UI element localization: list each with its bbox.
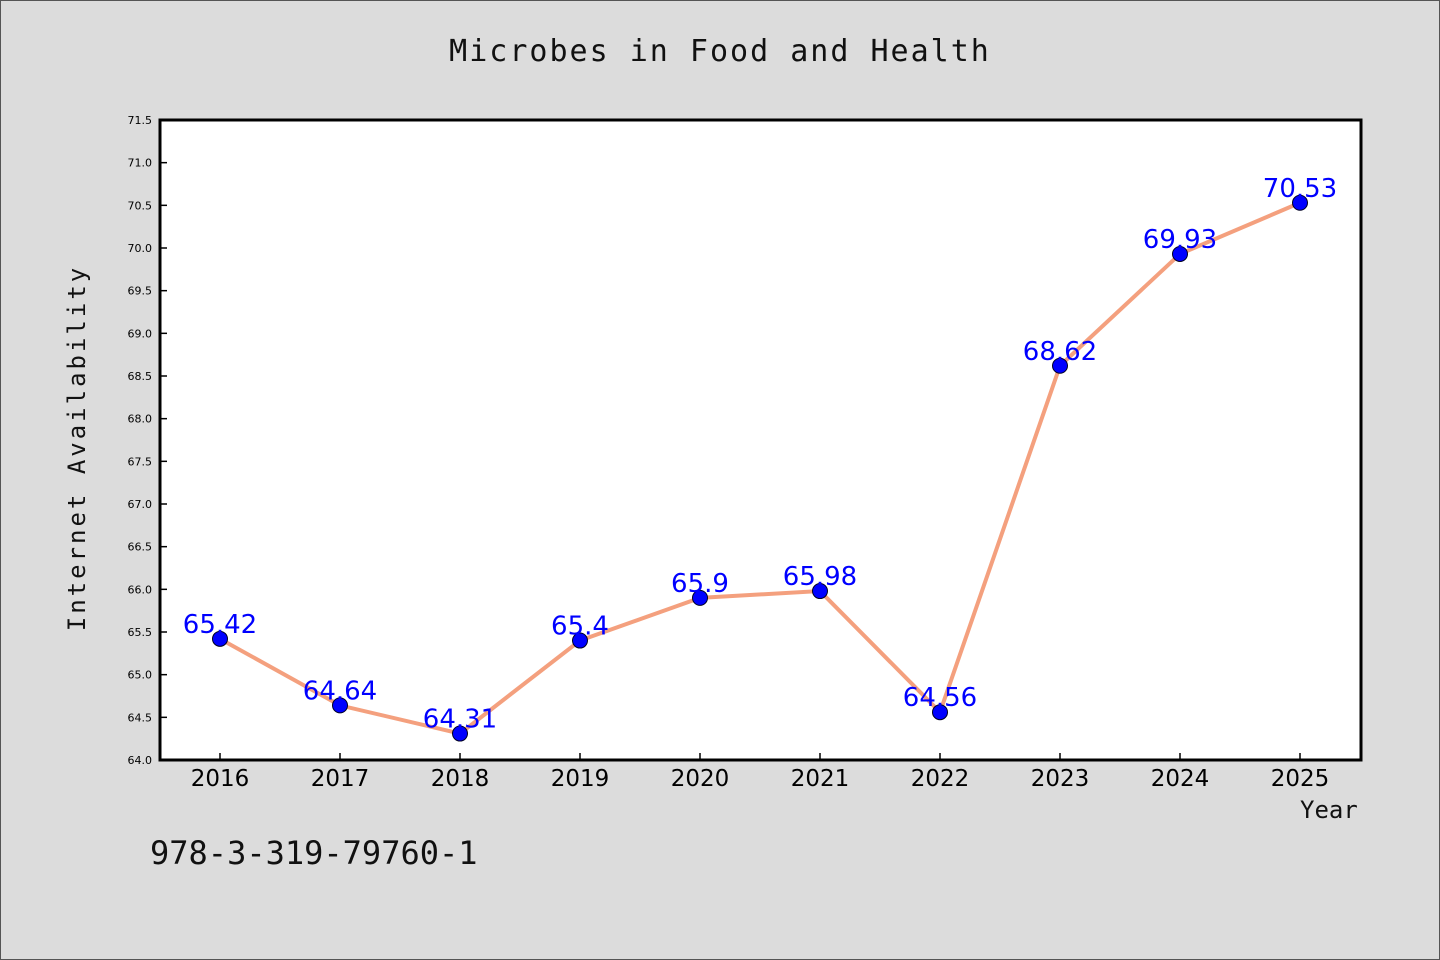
data-label: 68.62 [1023, 337, 1097, 367]
y-tick-label: 65.5 [128, 626, 153, 639]
isbn-text: 978-3-319-79760-1 [150, 834, 478, 872]
y-tick-label: 69.0 [128, 327, 153, 340]
x-tick-label: 2016 [191, 766, 250, 792]
x-tick-label: 2018 [431, 766, 490, 792]
data-label: 64.31 [423, 705, 497, 735]
y-tick-label: 71.5 [128, 114, 153, 127]
series-markers [212, 194, 1308, 742]
y-tick-label: 68.0 [128, 413, 153, 426]
x-tick-label: 2017 [311, 766, 370, 792]
plot-area [158, 118, 1363, 762]
data-point [212, 630, 228, 647]
data-point [1292, 194, 1308, 211]
data-point [692, 589, 708, 606]
y-tick-label: 68.5 [128, 370, 153, 383]
y-tick-label: 65.0 [128, 669, 153, 682]
x-tick-label: 2023 [1031, 766, 1090, 792]
chart-title: Microbes in Food and Health [449, 34, 991, 69]
data-label: 65.42 [183, 610, 257, 640]
y-tick-label: 66.0 [128, 583, 153, 596]
data-point [812, 583, 828, 600]
data-point [452, 725, 468, 742]
data-point [572, 632, 588, 649]
x-tick-label: 2020 [671, 766, 730, 792]
x-tick-label: 2019 [551, 766, 610, 792]
x-tick-label: 2024 [1151, 766, 1210, 792]
data-label: 64.56 [903, 683, 977, 713]
y-axis: 64.0 64.5 65.0 65.5 66.0 66.5 67.0 67.5 68.0 68.5… [128, 114, 167, 767]
x-tick-label: 2025 [1271, 766, 1330, 792]
data-point [932, 704, 948, 721]
data-label: 65.4 [551, 612, 609, 642]
series-line [219, 200, 1301, 736]
data-label: 65.98 [783, 562, 857, 592]
data-point [332, 697, 348, 714]
data-point [1052, 357, 1068, 374]
y-tick-label: 70.0 [128, 242, 153, 255]
data-label: 70.53 [1263, 174, 1337, 204]
data-label: 65.9 [671, 569, 729, 599]
data-label: 64.64 [303, 676, 377, 706]
y-tick-label: 64.5 [128, 711, 153, 724]
data-label: 69.93 [1143, 225, 1217, 255]
y-tick-label: 67.0 [128, 498, 153, 511]
data-labels: 65.42 64.64 64.31 65.4 65.9 65.98 64.56 68.62 69… [183, 174, 1337, 735]
y-tick-label: 66.5 [128, 541, 153, 554]
x-axis-label: Year [1300, 796, 1358, 824]
data-point [1172, 245, 1188, 262]
y-tick-label: 71.0 [128, 157, 153, 170]
y-tick-label: 64.0 [128, 754, 153, 767]
y-tick-label: 67.5 [128, 455, 153, 468]
x-tick-label: 2021 [791, 766, 850, 792]
x-axis: 2016 2017 2018 2019 2020 2021 2022 2023 2024 2025 [191, 753, 1330, 792]
y-tick-label: 70.5 [128, 199, 153, 212]
y-tick-label: 69.5 [128, 285, 153, 298]
x-tick-label: 2022 [911, 766, 970, 792]
